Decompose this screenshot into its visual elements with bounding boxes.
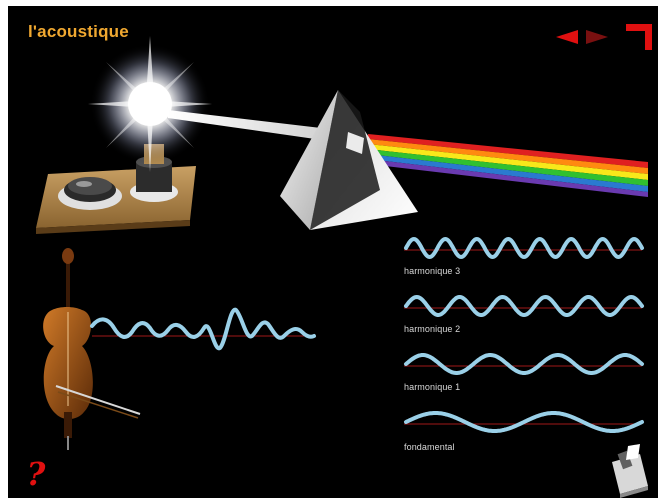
help-question-icon[interactable]: ? (26, 455, 46, 493)
next-arrow-icon[interactable] (586, 30, 608, 44)
harmonic-3-label: harmonique 3 (404, 266, 461, 276)
prism-icon[interactable] (280, 90, 418, 230)
page-title: l'acoustique (28, 22, 129, 41)
rainbow-spectrum (368, 134, 648, 197)
harmonic-3-wave (404, 236, 644, 260)
complex-waveform (90, 307, 316, 351)
main-screen: l'acoustique (8, 6, 658, 498)
fundamental-wave (404, 411, 644, 433)
acoustic-illustration (36, 36, 648, 498)
fundamental-label: fondamental (404, 442, 455, 452)
speaker-icon[interactable] (612, 444, 648, 498)
previous-arrow-icon[interactable] (556, 30, 578, 44)
harmonic-1-label: harmonique 1 (404, 382, 461, 392)
harmonic-2-label: harmonique 2 (404, 324, 461, 334)
light-bulb-icon[interactable] (88, 36, 212, 172)
exit-corner-icon[interactable] (626, 24, 652, 50)
cello-icon[interactable] (43, 248, 141, 450)
light-beam (168, 110, 338, 142)
harmonic-1-wave (404, 353, 644, 375)
bell-icon[interactable] (58, 177, 122, 210)
harmonic-2-wave (404, 294, 644, 318)
